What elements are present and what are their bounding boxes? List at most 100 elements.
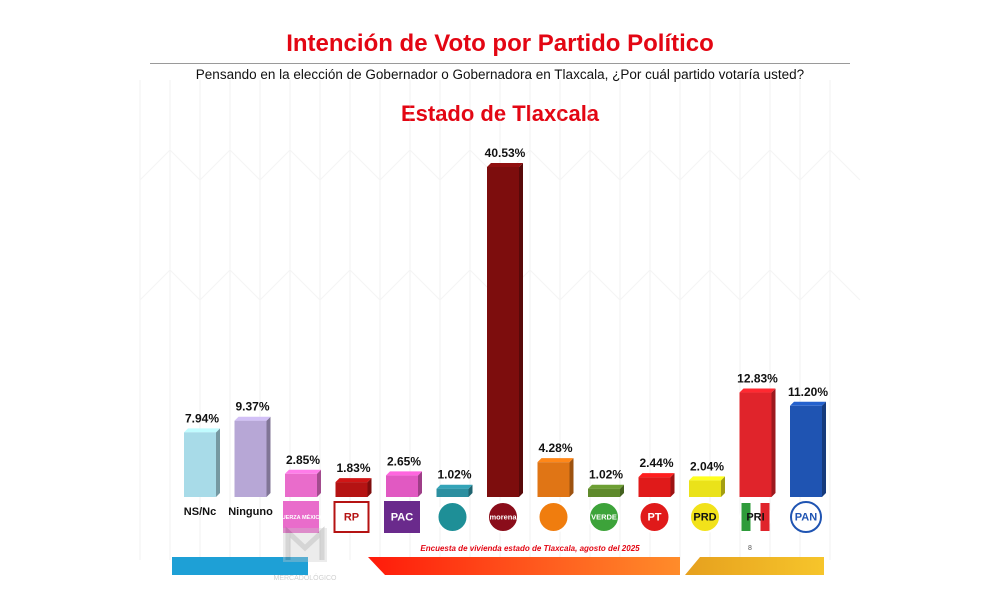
bar [739,392,772,497]
logo-shape [537,501,570,533]
bar-group: 11.20% [788,385,828,497]
watermark-logo: MERCADOLÓGICO [273,526,337,582]
bar-side [569,458,574,497]
bar-group: 12.83% [737,372,778,497]
bar-top [790,401,826,406]
bar-top [638,473,675,478]
bar-top [588,484,624,489]
rsp-logo: RP [333,501,370,533]
bar [689,480,721,497]
bar-group: 7.94% [184,411,220,497]
value-label: 1.83% [336,461,370,475]
logo-shape [436,501,469,533]
value-label: 2.85% [286,453,320,467]
bar-top [386,471,422,476]
pattern-chevron [379,149,441,301]
footer: Encuesta de vivienda estado de Tlaxcala,… [172,526,824,582]
bar-top [739,388,776,393]
logo-text: morena [489,513,517,522]
pattern-chevron [619,149,681,301]
logo-shape [384,501,420,533]
fuerza-mexico-logo: FUERZA MÉXICO [278,501,324,533]
value-label: 2.65% [387,454,421,468]
bar [335,482,368,497]
logo-shape [638,501,671,533]
value-label: 11.20% [788,385,828,399]
logo-shape [487,501,519,533]
logo-shape [689,501,721,533]
bar-side [418,471,422,497]
bar [790,405,822,497]
bar-side [266,416,271,497]
bar-group: 40.53% [485,146,526,497]
logo-text: PT [647,512,661,524]
bar-side [822,401,826,497]
bar-side [367,478,372,497]
verde-logo: VERDE [588,501,620,533]
bar-group: 2.44% [638,456,675,497]
morena-logo: morena [487,501,519,533]
value-label: 1.02% [437,468,471,482]
value-label: 9.37% [235,400,269,414]
pri-logo: PRI [739,501,772,533]
bar-top [335,478,372,483]
pattern-chevron [259,149,321,301]
bar-side [468,484,473,497]
bar-top [487,163,523,167]
page-number: 8 [748,545,752,552]
logo-text: VERDE [591,513,617,522]
logo-shape [333,501,370,533]
category-label: NS/Nc [184,506,216,518]
logo-text: PAN [795,512,817,524]
alianza-logo [436,501,469,533]
chart-question: Pensando en la elección de Gobernador o … [195,67,805,82]
chart-subtitle: Estado de Tlaxcala [400,101,600,126]
bar-top [689,476,725,481]
bar [537,462,570,497]
value-label: 2.44% [639,456,673,470]
pattern-chevron [199,149,261,301]
bar [285,473,317,497]
pan-logo: PAN [790,501,822,533]
bar [436,488,469,497]
watermark-logo-text: MERCADOLÓGICO [273,573,337,582]
movimiento-ciudadano-logo [537,501,570,533]
logo-shape [588,501,620,533]
pattern-chevron [559,149,621,301]
bar-group: 2.65% [386,454,422,497]
bar-side [721,476,725,497]
bar-group: 2.04% [689,459,725,497]
bar [638,477,671,497]
logo-shape [283,501,319,533]
pattern-chevron [319,149,381,301]
logo-stripe [741,503,751,531]
logo-text: FUERZA MÉXICO [278,513,324,521]
background-pattern [139,80,861,560]
bar-side [519,163,523,497]
title-rule [150,63,850,64]
pattern-line [139,80,171,560]
bar [487,167,519,497]
value-label: 4.28% [538,441,572,455]
logo-text: RP [344,512,359,524]
category-label: Ninguno [228,506,273,518]
bar-top [234,416,271,421]
bar [234,420,267,497]
logo-text: PRI [746,512,764,524]
prd-logo: PRD [689,501,721,533]
bar [184,432,216,497]
value-label: 2.04% [690,459,724,473]
logo-stripe [760,503,770,531]
bar-top [184,428,220,433]
pattern-chevron [739,149,801,301]
bar [386,475,418,497]
chart-title: Intención de Voto por Partido Político [286,30,714,57]
value-label: 12.83% [737,372,778,386]
pattern-chevron [139,149,201,301]
logo-shape [790,501,822,533]
pt-logo: PT [638,501,671,533]
footer-bar-blue [172,557,308,575]
party-logos: NS/Nc Ninguno FUERZA MÉXICO RP PAC morena VERD… [184,501,822,533]
logo-text: PRD [693,512,716,524]
